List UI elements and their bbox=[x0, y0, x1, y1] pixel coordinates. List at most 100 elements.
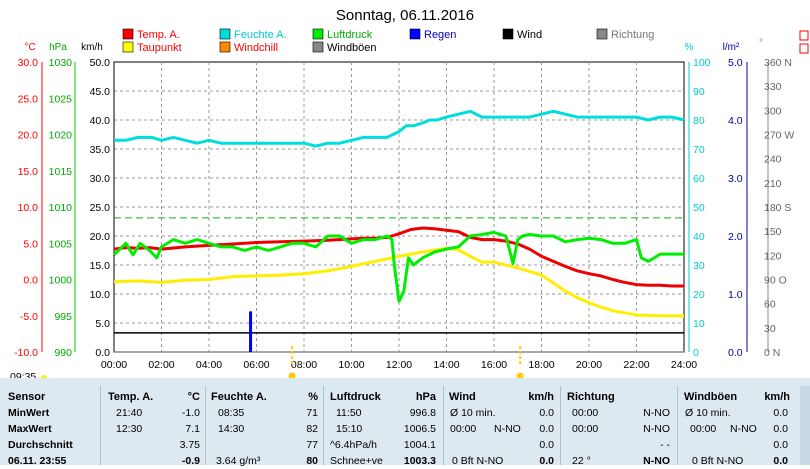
cell-value: 0.0 bbox=[539, 455, 554, 467]
temp-tick-label: 20.0 bbox=[18, 130, 39, 142]
rain-tick-label: 1.0 bbox=[728, 289, 743, 301]
humidity-tick-label: 40 bbox=[693, 231, 705, 243]
rain-tick-label: 0.0 bbox=[728, 347, 743, 359]
column-divider bbox=[100, 386, 101, 465]
cell-time: 00:00 bbox=[450, 423, 477, 435]
wind-tick-label: 15.0 bbox=[90, 260, 111, 272]
humidity-axis-unit: % bbox=[685, 42, 694, 53]
cell-time: 00:00 bbox=[572, 407, 599, 419]
x-tick-label: 00:00 bbox=[101, 359, 127, 371]
column-divider bbox=[443, 386, 444, 465]
cell-forecast: Schnee+ve bbox=[330, 455, 383, 467]
x-tick-label: 24:00 bbox=[671, 359, 697, 371]
cell-value: 77 bbox=[306, 439, 318, 451]
header-humidity: Feuchte A. bbox=[211, 391, 267, 403]
cell-value: 82 bbox=[306, 423, 318, 435]
temp-axis-unit: °C bbox=[24, 42, 35, 53]
direction-tick-label: 0 N bbox=[764, 347, 780, 359]
cell-time: Ø 10 min. bbox=[685, 407, 731, 419]
rain-axis-unit: l/m² bbox=[723, 42, 740, 53]
legend-label: Richtung bbox=[611, 29, 654, 41]
x-tick-label: 08:00 bbox=[291, 359, 317, 371]
column-divider bbox=[323, 386, 324, 465]
humidity-tick-label: 30 bbox=[693, 260, 705, 272]
cell-value: 71 bbox=[306, 407, 318, 419]
wind-tick-label: 20.0 bbox=[90, 231, 111, 243]
legend-label: Windböen bbox=[327, 42, 377, 54]
humidity-tick-label: 20 bbox=[693, 289, 705, 301]
x-tick-label: 16:00 bbox=[481, 359, 507, 371]
wind-tick-label: 10.0 bbox=[90, 289, 111, 301]
x-tick-label: 10:00 bbox=[338, 359, 364, 371]
header-wind: Wind bbox=[449, 391, 476, 403]
cell-value: N-NO bbox=[643, 423, 670, 435]
cell-extra: 3.64 g/m³ bbox=[216, 455, 261, 467]
pressure-tick-label: 990 bbox=[54, 347, 72, 359]
cell-value: 0.0 bbox=[539, 423, 554, 435]
legend-swatch bbox=[219, 28, 231, 40]
direction-tick-label: 150 bbox=[764, 226, 782, 238]
header-wind-unit: km/h bbox=[528, 391, 554, 403]
x-tick-label: 02:00 bbox=[148, 359, 174, 371]
cell-value: -1.0 bbox=[181, 407, 200, 419]
pressure-tick-label: 1030 bbox=[49, 57, 73, 69]
legend-swatch bbox=[122, 28, 134, 40]
humidity-tick-label: 100 bbox=[693, 57, 711, 69]
temp-tick-label: 0.0 bbox=[23, 275, 38, 287]
header-sensor: Sensor bbox=[8, 391, 46, 403]
cell-value: 1004.1 bbox=[403, 439, 436, 451]
legend-label: Feuchte A. bbox=[234, 29, 287, 41]
rain-tick-label: 4.0 bbox=[728, 115, 743, 127]
cell-extra: 0 Bft N-NO bbox=[692, 455, 744, 467]
direction-tick-label: 60 bbox=[764, 299, 776, 311]
humidity-tick-label: 0 bbox=[693, 347, 699, 359]
cell-value: 996.8 bbox=[409, 407, 436, 419]
direction-tick-label: 240 bbox=[764, 154, 782, 166]
wind-tick-label: 30.0 bbox=[90, 173, 111, 185]
row-label: Durchschnitt bbox=[8, 439, 73, 451]
chart-title: Sonntag, 06.11.2016 bbox=[336, 7, 474, 24]
cell-time: 00:00 bbox=[690, 423, 717, 435]
direction-tick-label: 360 N bbox=[764, 57, 792, 69]
direction-tick-label: 90 O bbox=[764, 275, 787, 287]
cell-value: N-NO bbox=[643, 455, 670, 467]
humidity-tick-label: 70 bbox=[693, 144, 705, 156]
cell-time: 08:35 bbox=[218, 407, 245, 419]
direction-tick-label: 180 S bbox=[764, 202, 791, 214]
cell-value: 0.0 bbox=[539, 407, 554, 419]
pressure-tick-label: 1020 bbox=[49, 130, 73, 142]
stats-panel bbox=[0, 378, 810, 465]
x-tick-label: 14:00 bbox=[433, 359, 459, 371]
cell-direction: N-NO bbox=[494, 423, 521, 435]
cell-value: 0.0 bbox=[773, 407, 788, 419]
temp-tick-label: 15.0 bbox=[18, 166, 39, 178]
header-humidity-unit: % bbox=[308, 391, 318, 403]
cell-value: 1003.3 bbox=[403, 455, 436, 467]
temp-tick-label: 5.0 bbox=[23, 238, 38, 250]
direction-tick-label: 270 W bbox=[764, 130, 794, 142]
legend-label: Luftdruck bbox=[327, 29, 373, 41]
pressure-tick-label: 1000 bbox=[49, 275, 73, 287]
column-divider bbox=[560, 386, 561, 465]
header-temp-unit: °C bbox=[187, 391, 200, 403]
cell-value: N-NO bbox=[643, 407, 670, 419]
temp-tick-label: 25.0 bbox=[18, 93, 39, 105]
vertical-scrollbar[interactable] bbox=[800, 386, 810, 465]
direction-tick-label: 330 bbox=[764, 81, 782, 93]
cell-value: -0.9 bbox=[181, 455, 200, 467]
row-label: MinWert bbox=[8, 407, 50, 419]
pressure-tick-label: 1015 bbox=[49, 166, 73, 178]
cell-extra: 22 ° bbox=[572, 455, 591, 467]
series-line-luftdruck bbox=[112, 230, 684, 303]
cell-value: 80 bbox=[306, 455, 318, 467]
pressure-tick-label: 995 bbox=[54, 311, 72, 323]
direction-axis-unit: ° bbox=[759, 38, 763, 49]
rain-tick-label: 3.0 bbox=[728, 173, 743, 185]
pressure-tick-label: 1010 bbox=[49, 202, 73, 214]
pressure-tick-label: 1025 bbox=[49, 93, 73, 105]
wind-tick-label: 45.0 bbox=[90, 86, 111, 98]
temp-tick-label: -10.0 bbox=[14, 347, 38, 359]
rain-tick-label: 5.0 bbox=[728, 57, 743, 69]
legend-label: Taupunkt bbox=[137, 42, 182, 54]
wind-tick-label: 0.0 bbox=[95, 347, 110, 359]
